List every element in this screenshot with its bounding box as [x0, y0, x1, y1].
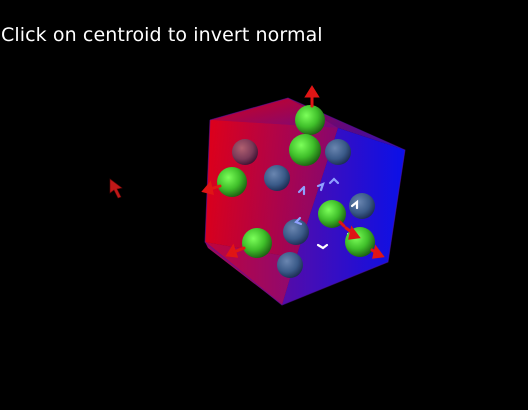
normal-arrow-icon: [225, 243, 239, 258]
normal-arrow-icon: [294, 216, 303, 226]
centroid-front[interactable]: [295, 105, 325, 135]
centroid-back[interactable]: [349, 193, 375, 219]
centroid-back[interactable]: [264, 165, 290, 191]
normal-arrow-icon: [201, 180, 214, 196]
normal-arrow-icon: [338, 220, 346, 228]
back-centroids: [232, 139, 375, 278]
normal-arrow-icon: [350, 199, 359, 210]
instruction-text: Click on centroid to invert normal: [1, 24, 323, 46]
normal-arrow-icon: [316, 243, 329, 250]
normal-arrow-icon: [316, 182, 325, 192]
normal-arrow-icon: [297, 185, 306, 196]
centroid-back[interactable]: [283, 219, 309, 245]
centroid-front[interactable]: [217, 167, 247, 197]
centroid-back[interactable]: [232, 139, 258, 165]
centroid-back[interactable]: [277, 252, 303, 278]
front-centroids: [217, 105, 375, 258]
normal-arrow-icon: [372, 244, 385, 259]
arrow-cursor-icon: [109, 178, 123, 199]
outward-normals: [201, 85, 385, 259]
cube-edges: [204, 97, 406, 306]
centroid-back[interactable]: [325, 139, 351, 165]
cube-shade-overlay: [205, 120, 405, 305]
centroid-front[interactable]: [242, 228, 272, 258]
normal-arrow-icon: [304, 85, 320, 98]
normal-arrow-icon: [348, 225, 361, 240]
normal-arrow-icon: [328, 177, 340, 185]
centroid-front[interactable]: [289, 134, 321, 166]
